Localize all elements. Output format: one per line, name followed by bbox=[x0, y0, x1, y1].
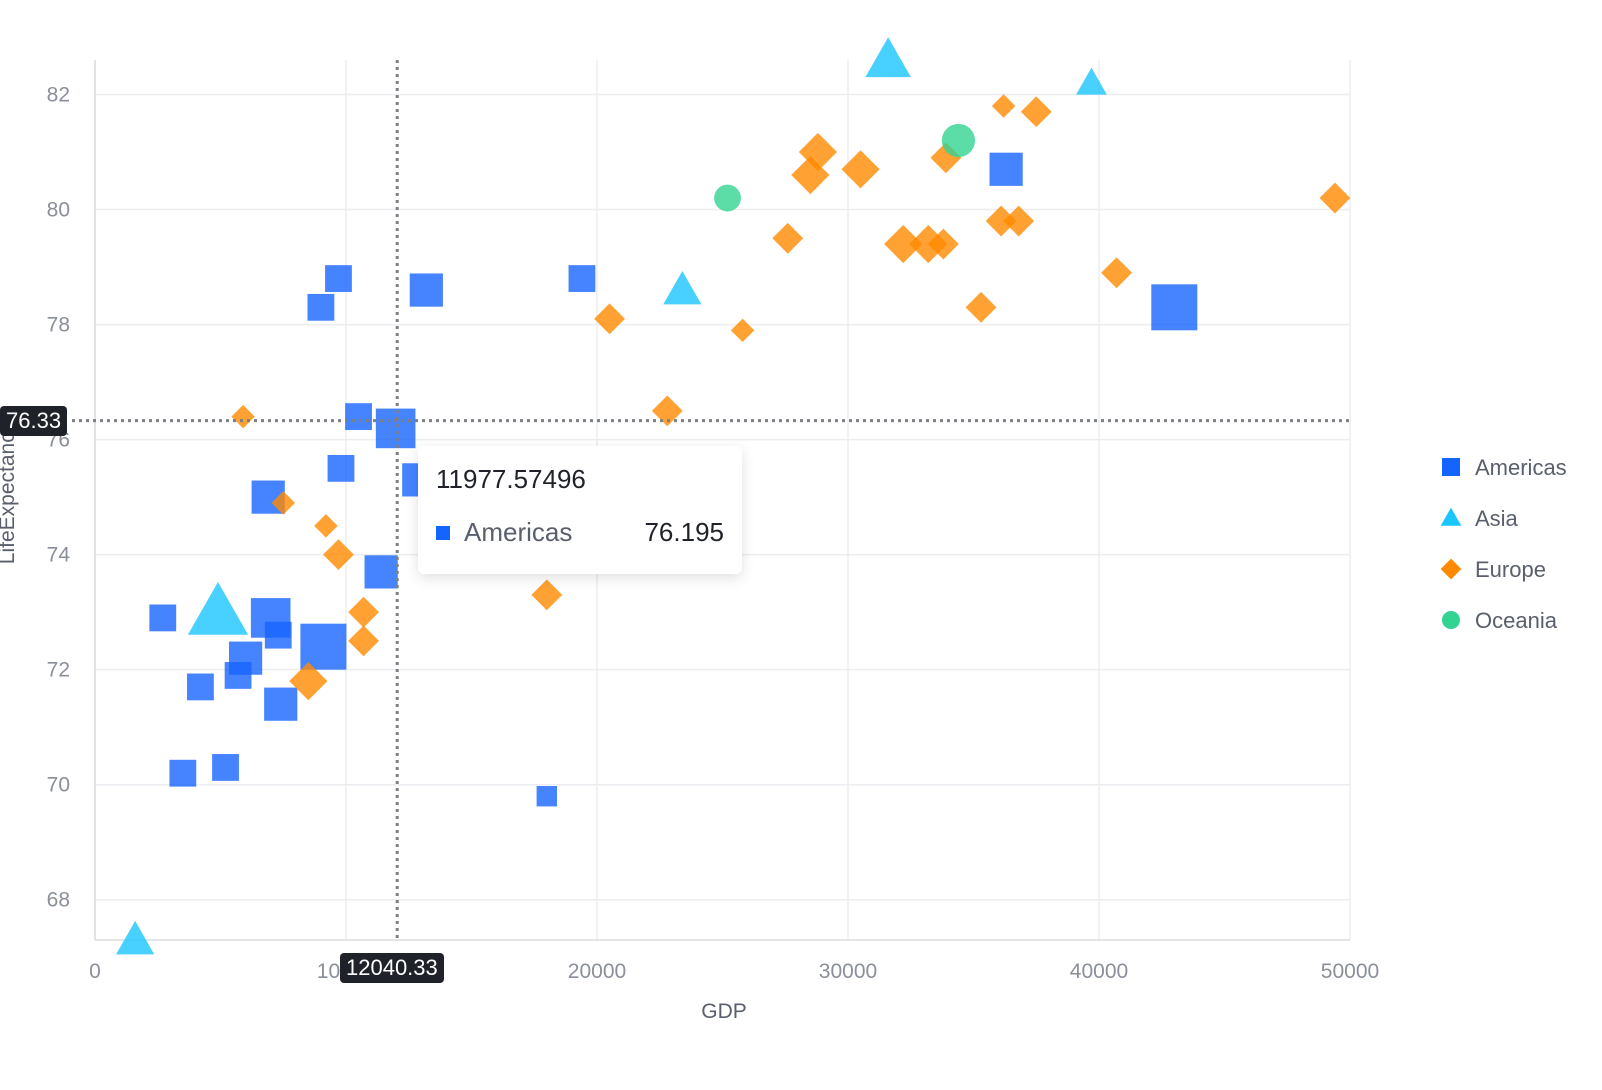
data-point[interactable] bbox=[224, 662, 252, 689]
y-axis-title: LifeExpectancy bbox=[0, 421, 19, 564]
data-point[interactable] bbox=[149, 604, 177, 632]
data-point[interactable] bbox=[348, 596, 379, 628]
data-point[interactable] bbox=[1151, 284, 1198, 331]
data-point[interactable] bbox=[1101, 257, 1132, 289]
series-oceania[interactable] bbox=[714, 123, 976, 212]
data-point[interactable] bbox=[375, 408, 416, 449]
legend-item-americas[interactable]: Americas bbox=[1442, 455, 1567, 480]
x-tick-label: 20000 bbox=[568, 960, 626, 983]
x-axis-ticks: 01000020000300004000050000 bbox=[89, 960, 1379, 983]
data-point[interactable] bbox=[314, 514, 338, 538]
legend-item-asia[interactable]: Asia bbox=[1440, 506, 1519, 531]
data-point[interactable] bbox=[1003, 205, 1035, 237]
legend-item-europe[interactable]: Europe bbox=[1440, 557, 1546, 582]
data-point[interactable] bbox=[289, 662, 328, 701]
crosshair-y-label: 76.33 bbox=[0, 406, 68, 436]
data-point[interactable] bbox=[730, 318, 755, 343]
x-tick-label: 50000 bbox=[1321, 960, 1379, 983]
tooltip-series-name: Americas bbox=[464, 517, 573, 547]
data-point[interactable] bbox=[348, 625, 379, 657]
y-tick-label: 70 bbox=[47, 774, 70, 797]
series-europe[interactable] bbox=[231, 94, 1351, 701]
data-point[interactable] bbox=[187, 582, 249, 635]
data-point[interactable] bbox=[714, 184, 741, 212]
data-point[interactable] bbox=[300, 623, 347, 670]
series-asia[interactable] bbox=[116, 37, 1107, 955]
data-point[interactable] bbox=[307, 293, 335, 321]
data-point[interactable] bbox=[323, 539, 354, 571]
data-point[interactable] bbox=[327, 454, 355, 482]
data-point[interactable] bbox=[568, 265, 596, 292]
data-point[interactable] bbox=[364, 555, 398, 589]
data-point[interactable] bbox=[264, 621, 292, 649]
axes bbox=[94, 60, 1350, 941]
data-point[interactable] bbox=[531, 579, 563, 611]
data-point[interactable] bbox=[927, 228, 959, 260]
tooltip-value: 76.195 bbox=[644, 517, 724, 547]
legend-label: Oceania bbox=[1475, 608, 1558, 633]
legend-label: Americas bbox=[1475, 455, 1567, 480]
tooltip-row: Americas 76.195 bbox=[436, 517, 724, 548]
legend[interactable]: Americas Asia Europe Oceania bbox=[1440, 455, 1567, 633]
data-point[interactable] bbox=[187, 673, 214, 701]
y-tick-label: 80 bbox=[47, 199, 70, 222]
x-tick-label: 30000 bbox=[819, 960, 877, 983]
data-point[interactable] bbox=[865, 37, 911, 78]
data-point[interactable] bbox=[791, 155, 830, 195]
diamond-icon[interactable] bbox=[1440, 558, 1462, 580]
crosshair-x-label: 12040.33 bbox=[340, 953, 444, 983]
x-tick-label: 40000 bbox=[1070, 960, 1128, 983]
data-point[interactable] bbox=[536, 786, 557, 807]
square-icon[interactable] bbox=[1442, 458, 1460, 476]
data-point[interactable] bbox=[1020, 96, 1052, 128]
legend-label: Asia bbox=[1475, 506, 1519, 531]
legend-item-oceania[interactable]: Oceania bbox=[1442, 608, 1558, 633]
data-point[interactable] bbox=[231, 404, 255, 429]
data-point[interactable] bbox=[271, 491, 295, 515]
x-axis-title: GDP bbox=[701, 1000, 747, 1023]
data-point[interactable] bbox=[325, 265, 352, 292]
y-tick-label: 78 bbox=[47, 314, 70, 337]
data-point[interactable] bbox=[841, 150, 880, 189]
y-tick-label: 82 bbox=[47, 84, 70, 107]
x-tick-label: 0 bbox=[89, 960, 101, 983]
data-point[interactable] bbox=[989, 152, 1023, 186]
data-point[interactable] bbox=[169, 759, 197, 787]
data-point[interactable] bbox=[884, 224, 923, 264]
crosshair bbox=[72, 60, 1350, 940]
series-americas[interactable] bbox=[149, 152, 1198, 807]
data-point[interactable] bbox=[345, 403, 372, 431]
tooltip-series-marker-icon bbox=[436, 525, 450, 540]
data-point[interactable] bbox=[264, 687, 298, 721]
data-point[interactable] bbox=[651, 395, 683, 427]
y-tick-label: 72 bbox=[47, 659, 70, 682]
circle-icon[interactable] bbox=[1442, 611, 1460, 629]
data-point[interactable] bbox=[663, 270, 702, 305]
triangle-icon[interactable] bbox=[1440, 507, 1462, 526]
data-point[interactable] bbox=[594, 303, 625, 335]
y-tick-label: 68 bbox=[47, 889, 70, 912]
legend-label: Europe bbox=[1475, 557, 1546, 582]
data-point[interactable] bbox=[941, 123, 976, 158]
data-point[interactable] bbox=[985, 205, 1017, 237]
tooltip-title: 11977.57496 bbox=[436, 464, 586, 494]
data-point[interactable] bbox=[1319, 182, 1351, 214]
data-point[interactable] bbox=[772, 222, 804, 254]
data-point[interactable] bbox=[409, 273, 443, 307]
data-point[interactable] bbox=[212, 754, 239, 781]
data-point[interactable] bbox=[991, 94, 1016, 118]
tooltip: 11977.57496 Americas 76.195 bbox=[418, 446, 742, 574]
data-point[interactable] bbox=[798, 132, 837, 172]
y-tick-label: 74 bbox=[47, 544, 71, 567]
data-point[interactable] bbox=[965, 291, 997, 323]
data-points[interactable] bbox=[116, 37, 1351, 955]
data-point[interactable] bbox=[116, 920, 155, 955]
data-point[interactable] bbox=[1076, 67, 1107, 95]
